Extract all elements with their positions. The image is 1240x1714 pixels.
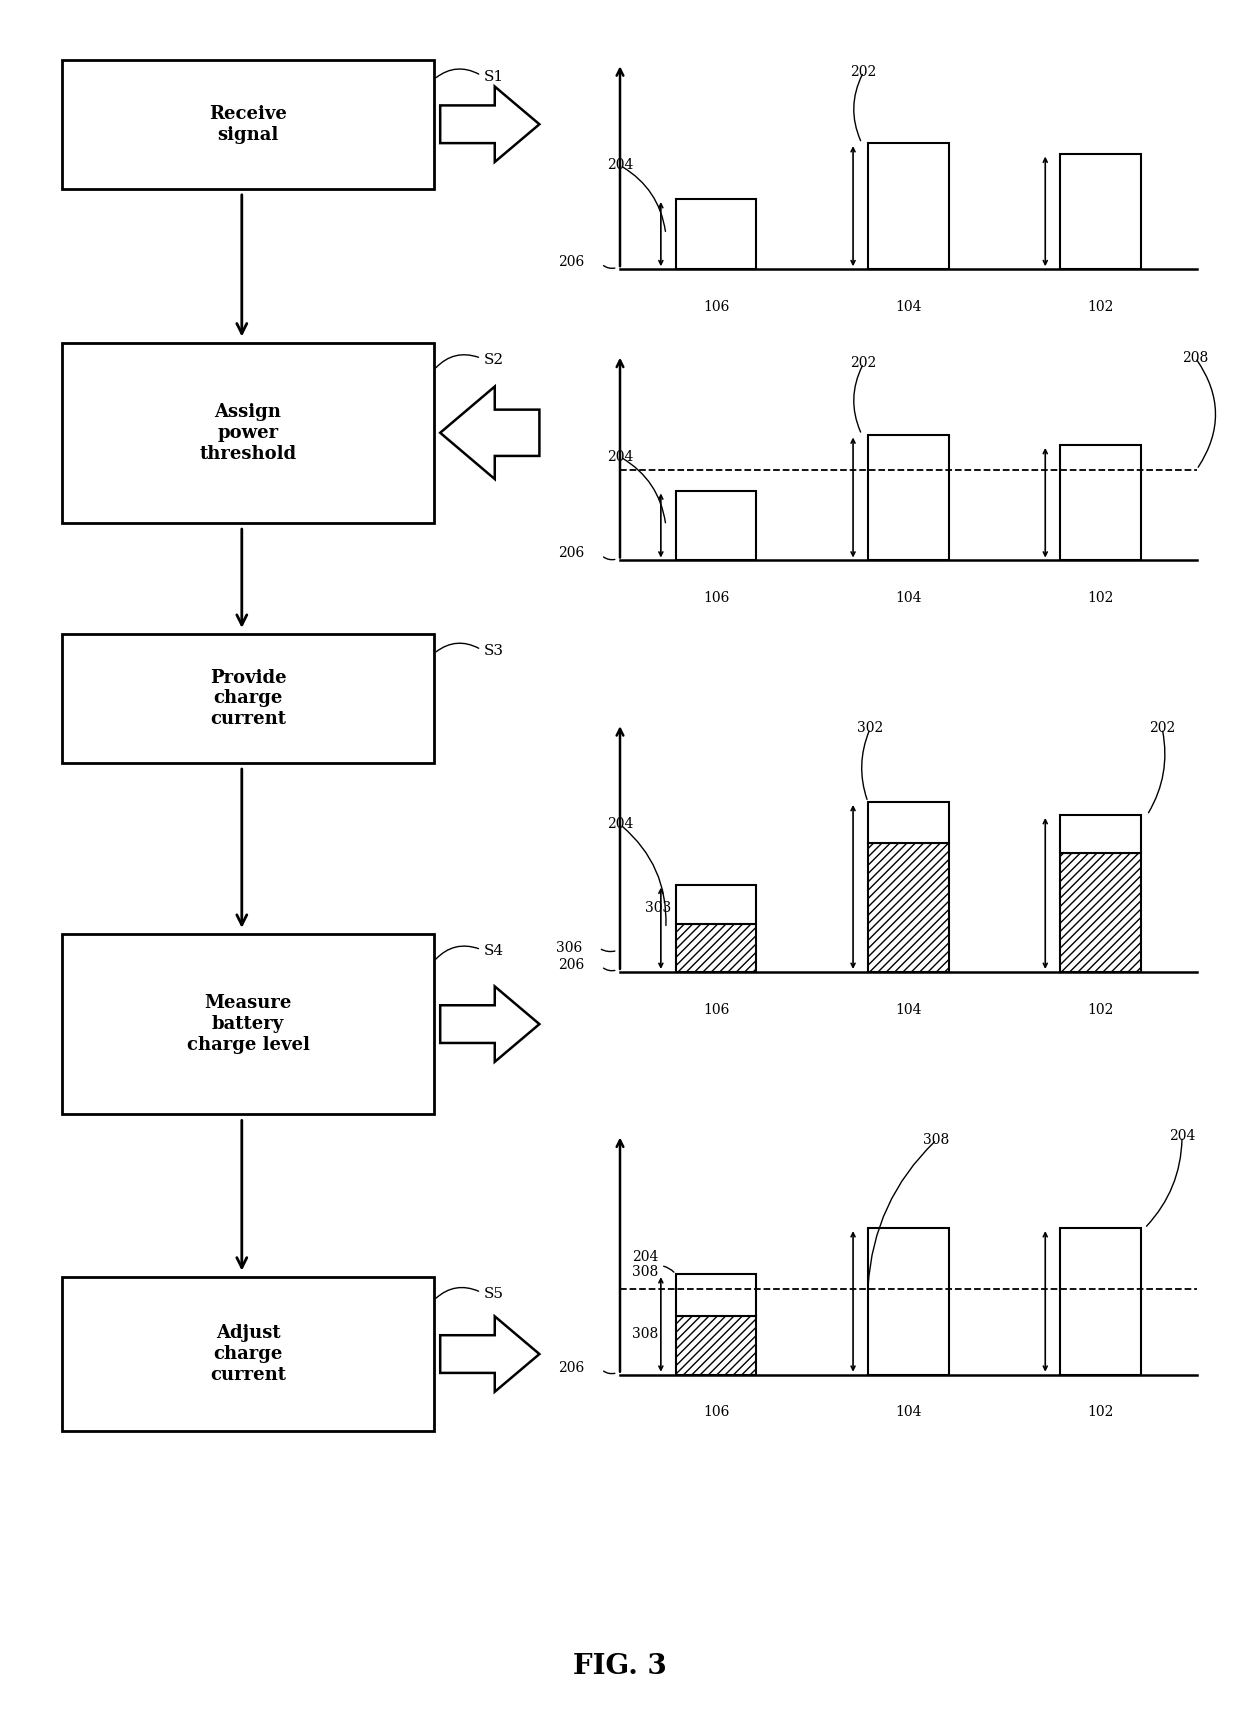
Text: 303: 303 [645,902,671,915]
FancyBboxPatch shape [676,199,756,269]
Text: 102: 102 [1087,591,1114,605]
Text: 104: 104 [895,300,921,314]
Text: S2: S2 [484,353,503,367]
Text: 208: 208 [1182,351,1209,365]
Text: S1: S1 [484,70,503,84]
Text: 204: 204 [606,158,634,173]
Text: 308: 308 [632,1265,658,1279]
Text: 106: 106 [703,1405,729,1419]
Text: Adjust
charge
current: Adjust charge current [210,1325,286,1383]
FancyBboxPatch shape [868,435,949,560]
Text: 206: 206 [558,547,584,560]
FancyBboxPatch shape [868,144,949,269]
Text: S5: S5 [484,1287,503,1301]
Text: 206: 206 [558,255,584,269]
FancyBboxPatch shape [676,1316,756,1375]
Text: 302: 302 [857,722,883,735]
Text: 206: 206 [558,1361,584,1375]
Polygon shape [440,87,539,163]
Text: 106: 106 [703,1003,729,1016]
FancyBboxPatch shape [676,924,756,972]
Text: 106: 106 [703,300,729,314]
FancyBboxPatch shape [676,884,756,924]
Text: Measure
battery
charge level: Measure battery charge level [186,994,310,1054]
Text: Receive
signal: Receive signal [210,105,286,144]
Text: 204: 204 [632,1250,658,1263]
FancyBboxPatch shape [1060,1229,1141,1375]
Text: 102: 102 [1087,300,1114,314]
Text: 106: 106 [703,591,729,605]
Polygon shape [440,386,539,478]
Polygon shape [440,987,539,1061]
Text: S4: S4 [484,944,503,958]
FancyBboxPatch shape [676,1274,756,1316]
Text: 102: 102 [1087,1405,1114,1419]
Text: 308: 308 [924,1133,950,1147]
FancyBboxPatch shape [62,60,434,189]
FancyBboxPatch shape [1060,154,1141,269]
Text: 102: 102 [1087,1003,1114,1016]
Text: FIG. 3: FIG. 3 [573,1652,667,1680]
Text: 204: 204 [606,449,634,464]
Text: 202: 202 [851,65,877,79]
Text: 104: 104 [895,1405,921,1419]
FancyBboxPatch shape [868,802,949,843]
Text: 308: 308 [632,1327,658,1340]
FancyBboxPatch shape [1060,816,1141,854]
Text: 204: 204 [606,818,634,831]
FancyBboxPatch shape [868,843,949,972]
FancyBboxPatch shape [676,490,756,560]
FancyBboxPatch shape [62,343,434,523]
Text: 104: 104 [895,591,921,605]
Polygon shape [440,1316,539,1392]
FancyBboxPatch shape [62,934,434,1114]
Text: S3: S3 [484,644,503,658]
Text: 104: 104 [895,1003,921,1016]
FancyBboxPatch shape [1060,446,1141,560]
Text: 204: 204 [1169,1130,1195,1143]
Text: 202: 202 [851,357,877,370]
Text: Assign
power
threshold: Assign power threshold [200,403,296,463]
Text: 206: 206 [558,958,584,972]
Text: 306: 306 [556,941,582,955]
FancyBboxPatch shape [62,1277,434,1431]
Text: 202: 202 [1149,722,1176,735]
Text: Provide
charge
current: Provide charge current [210,668,286,728]
FancyBboxPatch shape [1060,854,1141,972]
FancyBboxPatch shape [868,1229,949,1375]
FancyBboxPatch shape [62,634,434,763]
